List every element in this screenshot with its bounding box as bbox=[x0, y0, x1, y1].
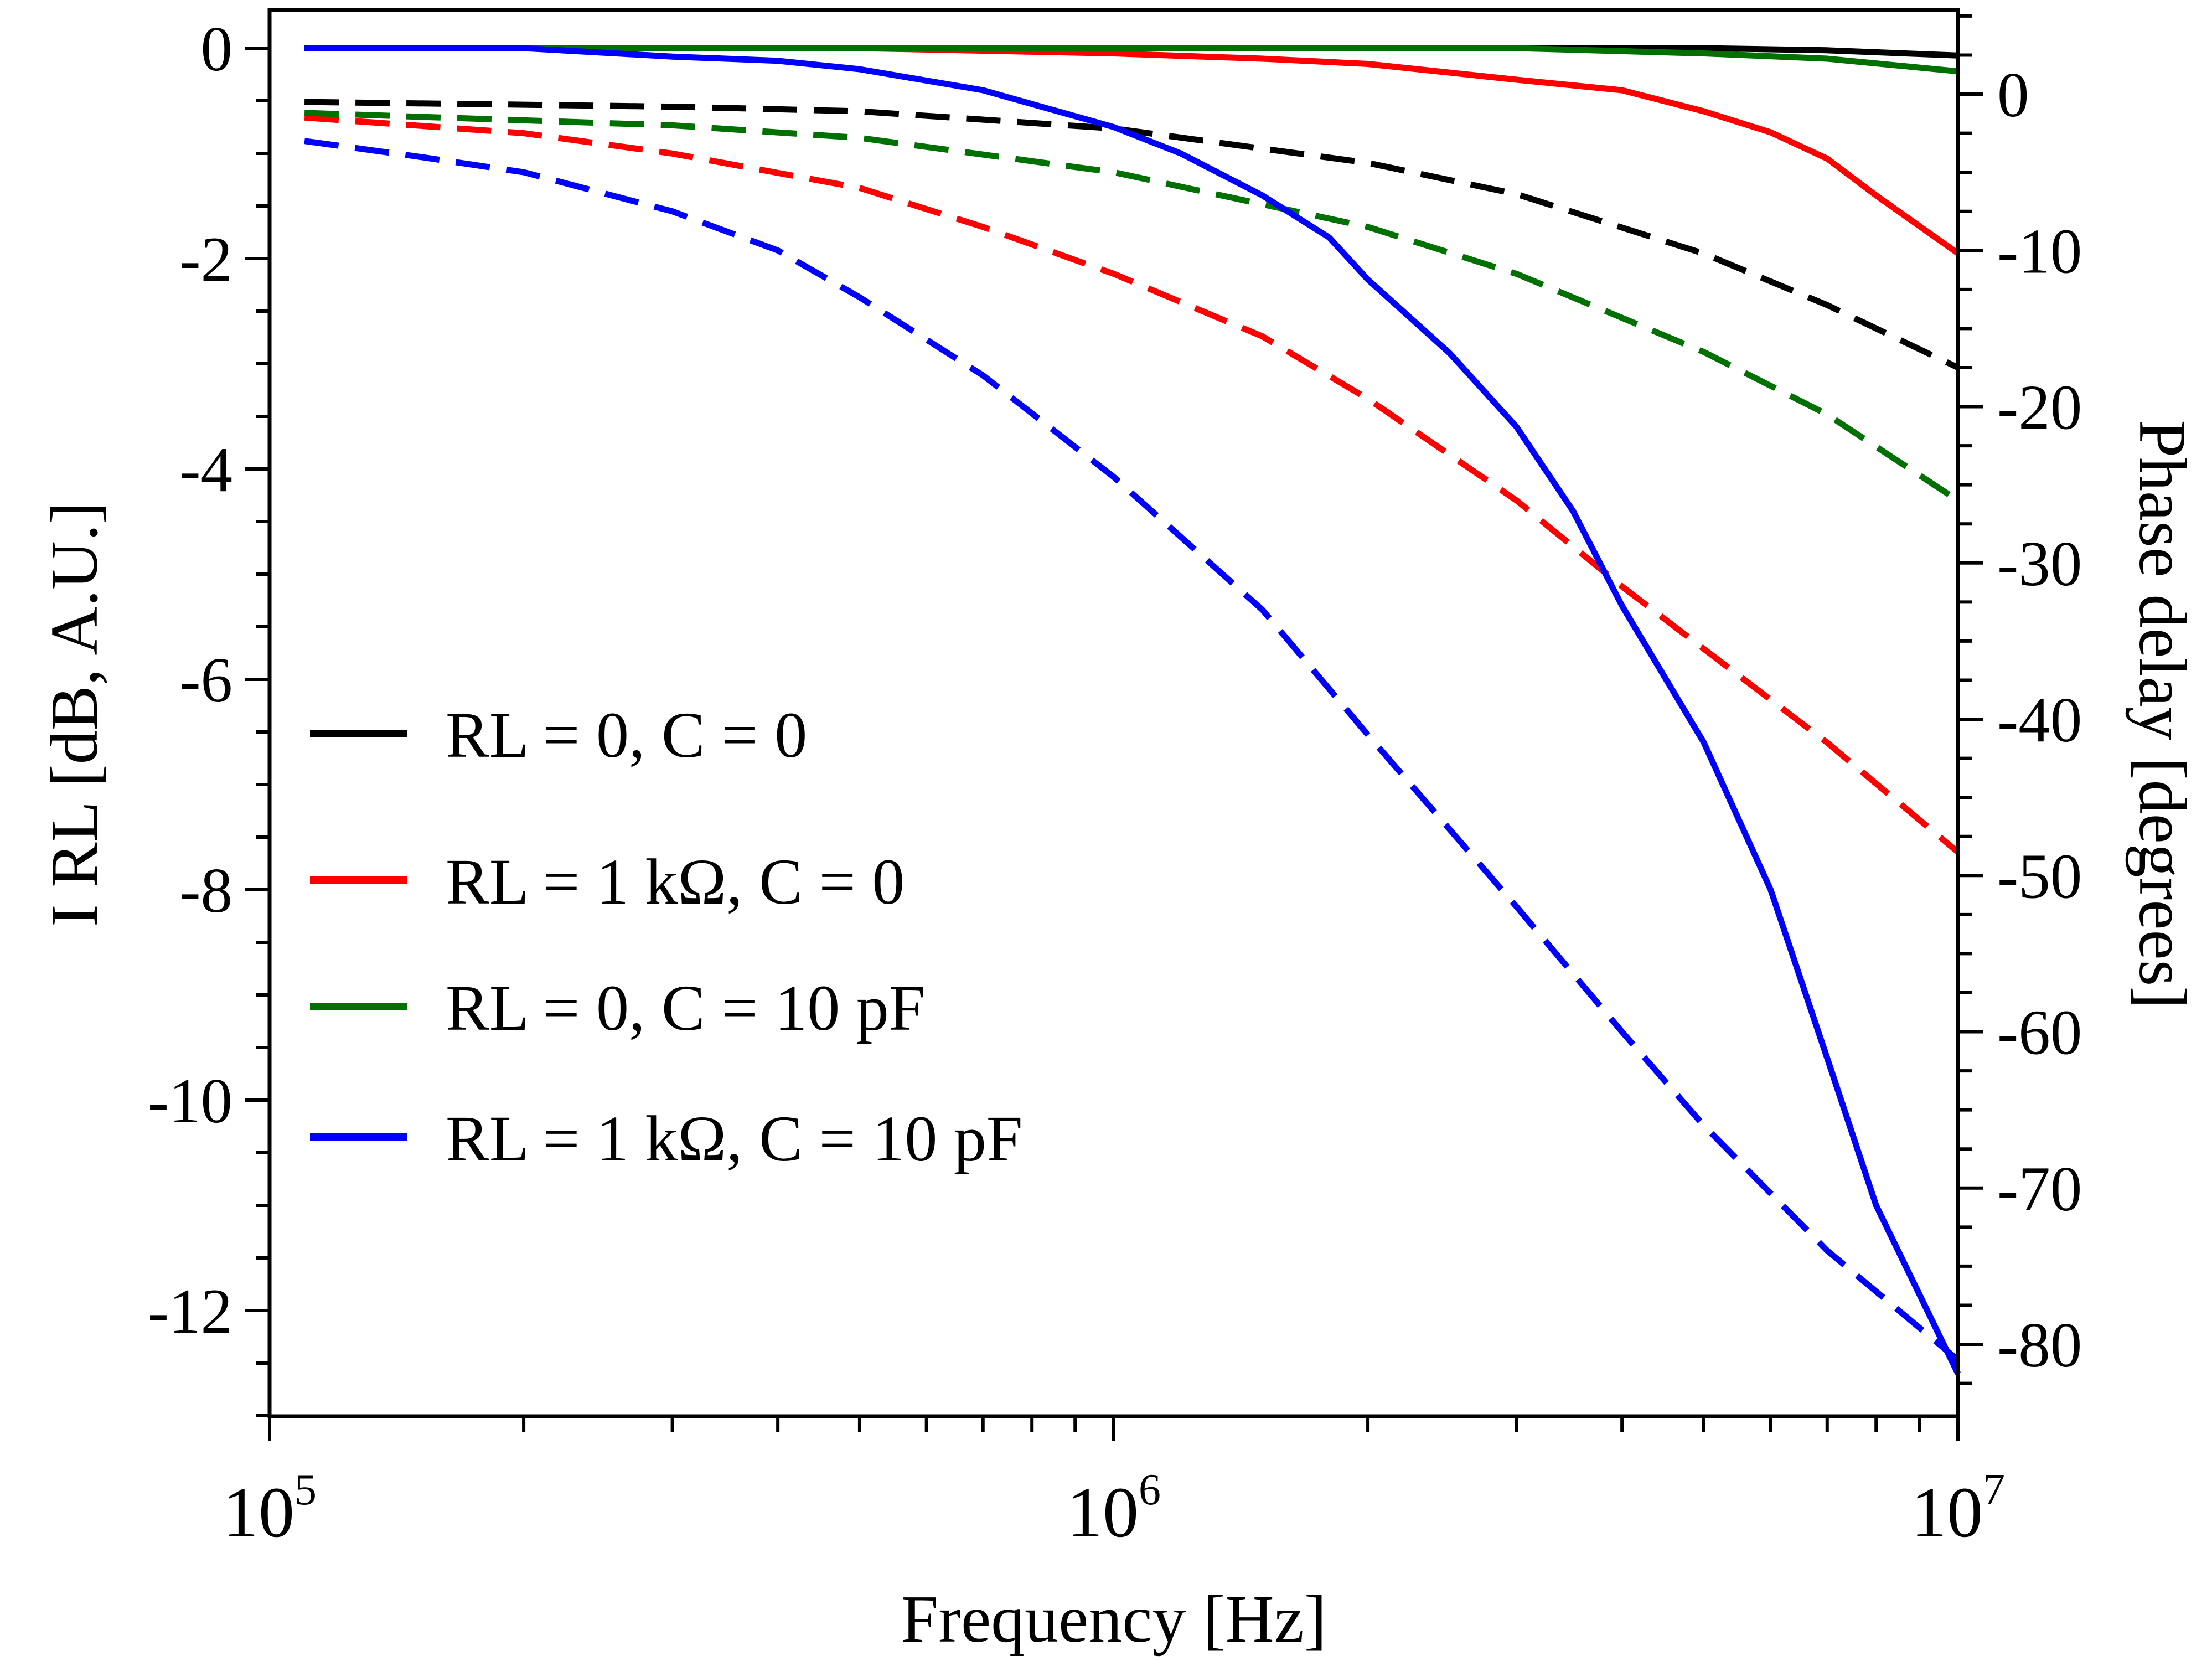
y-left-tick-label: -2 bbox=[179, 224, 232, 295]
legend-label: RL = 1 kΩ, C = 10 pF bbox=[446, 1102, 1023, 1175]
x-tick-label: 106 bbox=[1067, 1466, 1161, 1552]
series-layer bbox=[304, 45, 1961, 1375]
y-axis-left-title: I RL [dB, A.U.] bbox=[37, 502, 112, 927]
y-right-tick-label: -80 bbox=[1997, 1310, 2082, 1380]
legend-label: RL = 1 kΩ, C = 0 bbox=[446, 845, 905, 918]
y-left-tick-label: -12 bbox=[148, 1276, 232, 1347]
y-left-tick-label: 0 bbox=[201, 14, 233, 84]
y-right-tick-label: -30 bbox=[1997, 529, 2082, 599]
y-left-tick-label: -10 bbox=[148, 1066, 232, 1136]
y-left-tick-label: -6 bbox=[179, 645, 232, 715]
x-tick-label: 107 bbox=[1911, 1466, 2005, 1552]
y-axis-right-title: Phase delay [degrees] bbox=[2125, 420, 2200, 1009]
series-3-amplitude-line bbox=[304, 45, 1958, 75]
legend-label: RL = 0, C = 0 bbox=[446, 699, 807, 771]
y-left-tick-label: -4 bbox=[179, 435, 232, 505]
y-right-tick-label: -70 bbox=[1997, 1154, 2082, 1224]
y-right-tick-label: -60 bbox=[1997, 998, 2082, 1068]
series-4-phase-line bbox=[304, 138, 1960, 1363]
x-axis: 105 106 107 bbox=[223, 1416, 2005, 1552]
y-right-tick-label: 0 bbox=[1997, 60, 2029, 130]
y-axis-left: 0 -2 -4 -6 -8 -10 -12 bbox=[148, 14, 270, 1417]
y-right-tick-label: -40 bbox=[1997, 685, 2082, 755]
y-axis-right: 0 -10 -20 -30 -40 -50 -60 -70 -80 bbox=[1958, 14, 2082, 1385]
y-left-tick-label: -8 bbox=[179, 855, 232, 926]
y-right-tick-label: -20 bbox=[1997, 373, 2082, 443]
x-tick-label: 105 bbox=[223, 1466, 317, 1552]
series-4-amplitude-line bbox=[304, 45, 1961, 1375]
series-3-phase-line bbox=[304, 110, 1960, 503]
y-right-tick-label: -10 bbox=[1997, 216, 2082, 286]
series-2-amplitude-line bbox=[304, 45, 1960, 256]
legend-label: RL = 0, C = 10 pF bbox=[446, 972, 925, 1044]
legend: RL = 0, C = 0 RL = 1 kΩ, C = 0 RL = 0, C =… bbox=[310, 699, 1023, 1175]
y-right-tick-label: -50 bbox=[1997, 841, 2082, 911]
x-axis-title: Frequency [Hz] bbox=[901, 1582, 1327, 1657]
series-1-phase-line bbox=[304, 99, 1960, 370]
series-2-phase-line bbox=[304, 114, 1960, 855]
